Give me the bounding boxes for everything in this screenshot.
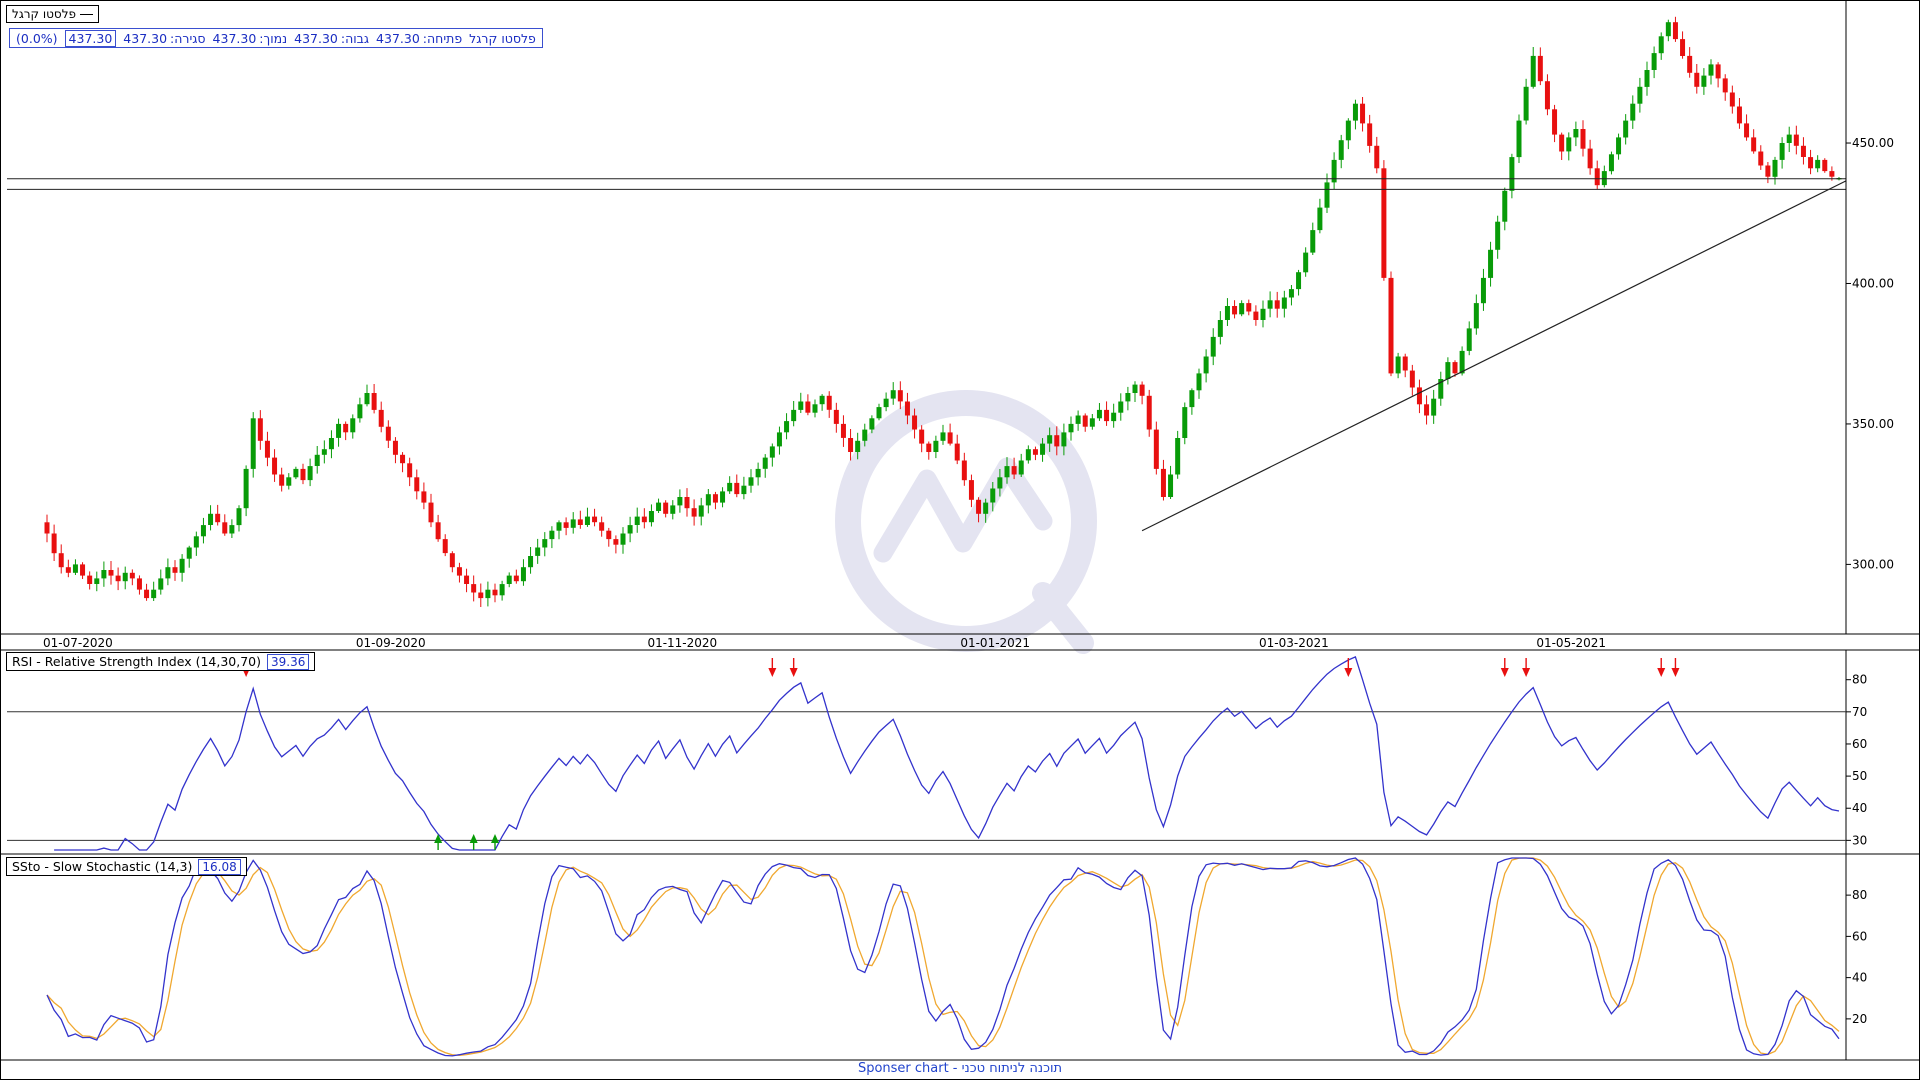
buy-arrow-icon xyxy=(434,834,443,843)
open-value: 437.30 xyxy=(376,30,420,46)
rsi-signal-markers xyxy=(242,658,1680,850)
svg-text:400.00: 400.00 xyxy=(1852,276,1894,290)
info-high: גבוה: 437.30 xyxy=(294,31,369,46)
stochastic-indicator-title[interactable]: SSto - Slow Stochastic (14,3) 16.08 xyxy=(6,857,247,876)
high-value: 437.30 xyxy=(294,30,338,46)
close-value: 437.30 xyxy=(123,30,168,46)
close-label: סגירה: xyxy=(170,30,206,46)
svg-text:01-11-2020: 01-11-2020 xyxy=(647,636,717,650)
change-percent: (0.0%) xyxy=(16,30,58,46)
trend-line[interactable] xyxy=(1141,180,1847,532)
high-label: גבוה: xyxy=(340,30,370,46)
svg-text:60: 60 xyxy=(1852,929,1867,943)
svg-text:01-05-2021: 01-05-2021 xyxy=(1536,636,1606,650)
watermark-logo xyxy=(835,390,1097,654)
stochastic-d-line xyxy=(46,857,1840,1057)
svg-text:450.00: 450.00 xyxy=(1852,136,1894,150)
info-open: פתיחה: 437.30 xyxy=(376,31,462,46)
ssto-value-badge: 16.08 xyxy=(198,858,241,875)
rsi-y-axis: 30 40 50 60 70 80 xyxy=(1846,673,1867,847)
rsi-title-text: RSI - Relative Strength Index (14,30,70) xyxy=(12,654,261,669)
svg-text:80: 80 xyxy=(1852,888,1867,902)
svg-text:01-07-2020: 01-07-2020 xyxy=(43,636,113,650)
sell-arrow-icon xyxy=(768,668,777,677)
sell-arrow-icon xyxy=(1500,668,1509,677)
sell-arrow-icon xyxy=(1671,668,1680,677)
rsi-indicator-title[interactable]: RSI - Relative Strength Index (14,30,70)… xyxy=(6,652,316,671)
resistance-lines[interactable] xyxy=(7,178,1846,190)
stochastic-y-axis: 20 40 60 80 xyxy=(1846,888,1867,1026)
info-low: נמוך: 437.30 xyxy=(213,31,288,46)
sell-arrow-icon xyxy=(1522,668,1531,677)
rsi-line xyxy=(54,656,1840,851)
buy-arrow-icon xyxy=(469,834,478,843)
series-line-icon xyxy=(80,13,94,15)
ohlc-info-bar: פלסטו קרגל פתיחה: 437.30 גבוה: 437.30 נמ… xyxy=(9,28,543,48)
date-x-axis: 01-07-2020 01-09-2020 01-11-2020 01-01-2021… xyxy=(43,636,1606,650)
sell-arrow-icon xyxy=(1657,668,1666,677)
svg-text:01-03-2021: 01-03-2021 xyxy=(1259,636,1329,650)
svg-text:60: 60 xyxy=(1852,737,1867,751)
svg-text:20: 20 xyxy=(1852,1012,1867,1026)
candles-layer xyxy=(44,16,1842,607)
svg-text:80: 80 xyxy=(1852,673,1867,687)
rsi-value-badge: 39.36 xyxy=(267,653,310,670)
svg-text:70: 70 xyxy=(1852,705,1867,719)
svg-text:300.00: 300.00 xyxy=(1852,557,1894,571)
svg-text:50: 50 xyxy=(1852,769,1867,783)
svg-text:01-09-2020: 01-09-2020 xyxy=(356,636,426,650)
last-price-badge: 437.30 xyxy=(64,29,117,47)
svg-text:350.00: 350.00 xyxy=(1852,417,1894,431)
svg-text:40: 40 xyxy=(1852,971,1867,985)
open-label: פתיחה: xyxy=(422,30,463,46)
sell-arrow-icon xyxy=(789,668,798,677)
svg-text:40: 40 xyxy=(1852,801,1867,815)
sell-arrow-icon xyxy=(1344,668,1353,677)
svg-text:01-01-2021: 01-01-2021 xyxy=(960,636,1030,650)
price-y-axis: 300.00 350.00 400.00 450.00 xyxy=(1846,136,1894,571)
info-symbol: פלסטו קרגל xyxy=(469,30,536,46)
footer-brand: Sponser chart - תוכנה לניתוח טכני xyxy=(857,1061,1063,1076)
low-value: 437.30 xyxy=(212,30,257,46)
symbol-legend[interactable]: פלסטו קרגל xyxy=(6,5,100,23)
legend-symbol-name: פלסטו קרגל xyxy=(12,7,77,21)
low-label: נמוך: xyxy=(259,30,288,46)
stochastic-k-line xyxy=(46,857,1840,1057)
svg-text:30: 30 xyxy=(1852,833,1867,847)
ssto-title-text: SSto - Slow Stochastic (14,3) xyxy=(12,859,193,874)
buy-arrow-icon xyxy=(491,834,499,843)
info-close: סגירה: 437.30 xyxy=(123,31,205,46)
